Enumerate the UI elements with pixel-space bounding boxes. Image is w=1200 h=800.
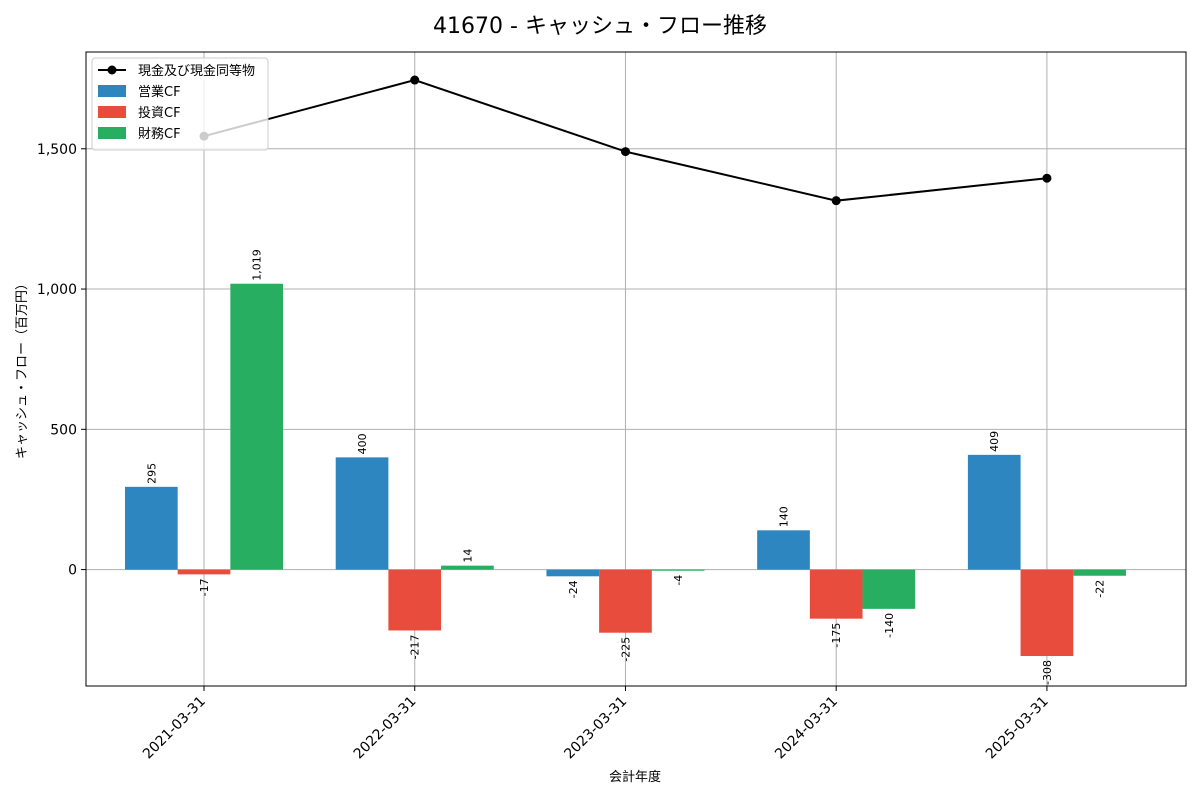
bar: [230, 283, 284, 570]
line-point: [831, 196, 841, 206]
x-tick-label: 2023-03-31: [561, 694, 630, 763]
legend-label: 投資CF: [138, 105, 181, 121]
cash-line: [199, 75, 1052, 206]
legend-swatch: [98, 106, 126, 118]
data-label: 409: [988, 431, 1001, 452]
bar: [651, 569, 705, 571]
data-label: -175: [830, 623, 843, 648]
data-label: -17: [198, 578, 211, 596]
legend-swatch: [98, 127, 126, 139]
data-label: 400: [356, 433, 369, 454]
x-tick-label: 2024-03-31: [772, 694, 841, 763]
y-tick-label: 1,000: [37, 282, 77, 298]
legend-marker: [107, 65, 117, 75]
legend-label: 財務CF: [138, 127, 181, 142]
bars: [124, 283, 1126, 656]
bar: [1073, 569, 1126, 576]
bar: [177, 569, 231, 575]
y-tick-label: 1,500: [37, 142, 77, 158]
legend-label: 営業CF: [138, 84, 181, 100]
legend-swatch: [98, 85, 126, 97]
data-label: 14: [461, 549, 474, 563]
bar: [809, 569, 863, 619]
y-tick-label: 500: [50, 422, 77, 438]
data-label: 140: [778, 506, 791, 527]
data-label: -140: [883, 613, 896, 638]
line-point: [620, 147, 630, 157]
bar: [124, 486, 178, 570]
data-label: 1,019: [251, 249, 264, 281]
y-axis-label: キャッシュ・フロー（百万円）: [15, 277, 30, 459]
line-point: [410, 75, 420, 85]
chart-title: 41670 - キャッシュ・フロー推移: [433, 14, 767, 39]
x-tick-label: 2025-03-31: [983, 694, 1052, 763]
data-label: -4: [672, 575, 685, 586]
data-label: -225: [619, 637, 632, 662]
y-tick-label: 0: [68, 563, 77, 579]
bar: [967, 454, 1021, 570]
data-labels: 295 400 -24 140 409 -17 -217 -225 -175 -308 1,019 1…: [145, 249, 1106, 685]
x-axis-label: 会計年度: [609, 769, 661, 785]
line-point: [1042, 173, 1052, 183]
bar: [441, 565, 494, 570]
bar: [546, 569, 600, 577]
bar: [862, 569, 916, 609]
data-label: 295: [145, 463, 158, 484]
bar: [1020, 569, 1074, 656]
bar: [388, 569, 442, 631]
bar: [599, 569, 652, 633]
legend-label: 現金及び現金同等物: [138, 63, 255, 79]
legend-box: [91, 57, 269, 151]
plot-frame: [85, 51, 1187, 687]
bar: [757, 530, 810, 570]
data-label: -308: [1041, 660, 1054, 685]
x-tick-label: 2021-03-31: [140, 694, 209, 763]
data-label: -24: [567, 580, 580, 598]
data-label: -22: [1094, 580, 1107, 598]
axes-ticks: 0 500 1,000 1,500 2021-03-31 2022-03-31 2023-0…: [37, 142, 1052, 763]
bar: [335, 457, 389, 570]
x-tick-label: 2022-03-31: [351, 694, 420, 763]
data-label: -217: [409, 634, 422, 659]
